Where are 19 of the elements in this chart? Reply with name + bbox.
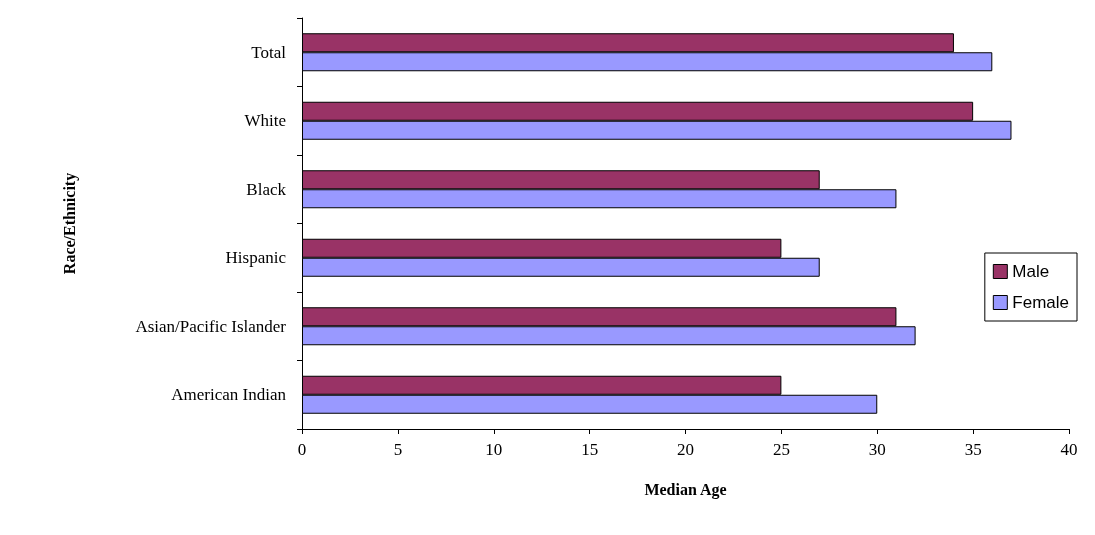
y-tick-label: Black [246,179,287,199]
y-tick-label: White [244,111,286,131]
x-tick-label: 35 [964,440,982,459]
y-axis-title: Race/Ethnicity [60,172,79,275]
y-tick-label: Asian/Pacific Islander [135,316,287,336]
x-tick-label: 5 [393,440,403,459]
x-axis-title: Median Age [644,480,727,499]
y-tick-label: Total [251,42,287,62]
y-tick-label: American Indian [171,385,287,405]
x-tick-label: 30 [868,440,886,459]
legend-label: Male [1012,262,1050,281]
y-tick-label: Hispanic [225,248,287,268]
x-tick-label: 20 [677,440,694,459]
legend-label: Female [1012,293,1069,312]
x-tick-label: 10 [485,440,503,459]
x-tick-label: 40 [1060,440,1078,459]
x-tick-label: 25 [772,440,790,459]
x-tick-label: 15 [581,440,599,459]
x-tick-label: 0 [297,440,307,459]
